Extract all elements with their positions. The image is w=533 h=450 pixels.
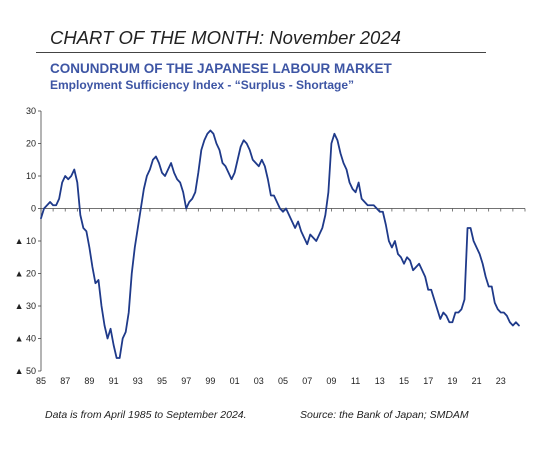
x-tick-label: 13 [375,376,385,386]
y-axis: 30 20 10 0 ▲ 10 ▲ 20 ▲ 30 ▲ 40 ▲ 50 [15,106,42,376]
x-tick-label: 11 [351,376,360,386]
series-line [40,129,520,359]
x-tick-label: 17 [423,376,433,386]
series-layer [40,129,520,359]
title-divider [36,52,486,53]
y-tick-label: ▲ 10 [15,236,36,246]
y-tick-label: 0 [31,204,36,214]
y-tick-label: ▲ 30 [15,301,36,311]
chart-title: CONUNDRUM OF THE JAPANESE LABOUR MARKET [50,61,392,76]
x-tick-label: 85 [36,376,46,386]
x-tick-label: 97 [181,376,191,386]
y-tick-label: ▲ 20 [15,269,36,279]
y-tick-label: 30 [26,106,36,116]
x-tick-label: 19 [447,376,457,386]
x-tick-label: 07 [302,376,312,386]
data-period-note: Data is from April 1985 to September 202… [45,409,247,421]
source-note: Source: the Bank of Japan; SMDAM [300,409,469,421]
x-tick-label: 09 [326,376,336,386]
y-tick-label: 10 [26,171,36,181]
x-tick-label: 89 [84,376,94,386]
y-tick-label: ▲ 50 [15,366,36,376]
x-tick-label: 21 [472,376,482,386]
y-tick-label: ▲ 40 [15,334,36,344]
x-tick-label: 03 [254,376,264,386]
x-tick-label: 99 [205,376,215,386]
x-tick-label: 23 [496,376,506,386]
x-tick-label: 95 [157,376,167,386]
x-tick-label: 15 [399,376,409,386]
x-tick-label: 93 [133,376,143,386]
page-title: CHART OF THE MONTH: November 2024 [50,27,401,48]
x-tick-label: 05 [278,376,288,386]
x-tick-label: 91 [109,376,119,386]
x-tick-label: 01 [230,376,240,386]
x-tick-label: 87 [60,376,70,386]
chart-subtitle: Employment Sufficiency Index - “Surplus … [50,78,355,92]
x-axis: 85 87 89 91 93 95 97 99 01 03 05 07 09 11 13 15 17 19 21 23 [36,208,526,386]
y-tick-label: 20 [26,139,36,149]
